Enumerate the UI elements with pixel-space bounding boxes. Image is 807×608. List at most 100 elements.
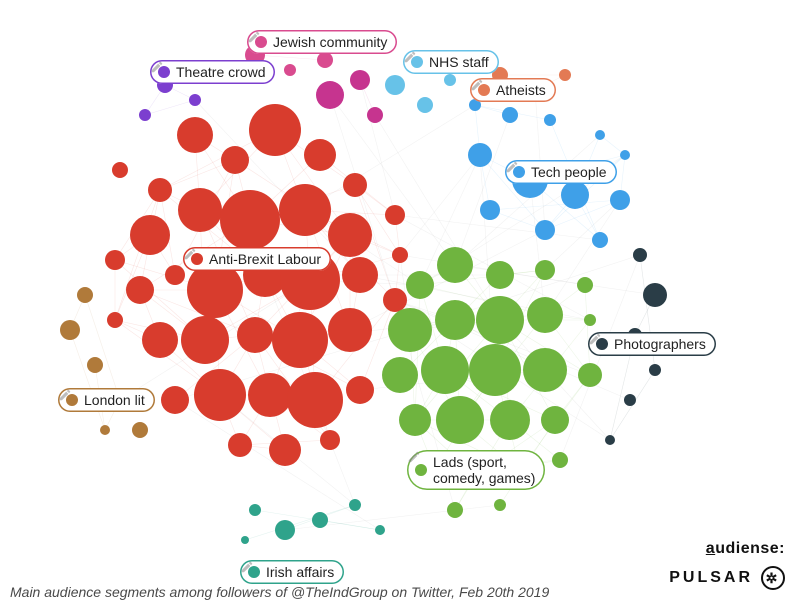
label-anti_brexit[interactable]: Anti-Brexit Labour	[183, 247, 331, 271]
node-tech	[480, 200, 500, 220]
node-anti_brexit	[287, 372, 343, 428]
node-tech	[620, 150, 630, 160]
node-anti_brexit	[178, 188, 222, 232]
node-lads	[388, 308, 432, 352]
node-lads	[494, 499, 506, 511]
node-lads	[447, 502, 463, 518]
cluster-label-text: London lit	[84, 392, 145, 408]
node-magenta	[316, 81, 344, 109]
node-anti_brexit	[237, 317, 273, 353]
node-anti_brexit	[228, 433, 252, 457]
node-lads	[535, 260, 555, 280]
node-irish	[375, 525, 385, 535]
label-atheists[interactable]: Atheists	[470, 78, 556, 102]
node-irish	[349, 499, 361, 511]
pencil-icon	[58, 388, 72, 402]
node-london_lit	[87, 357, 103, 373]
cluster-label-text: Photographers	[614, 336, 706, 352]
cluster-label-text: Tech people	[531, 164, 607, 180]
node-photographers	[633, 248, 647, 262]
label-nhs[interactable]: NHS staff	[403, 50, 499, 74]
brand-audiense-rest: udiense:	[715, 540, 785, 557]
node-anti_brexit	[107, 312, 123, 328]
label-irish[interactable]: Irish affairs	[240, 560, 344, 584]
node-lads	[469, 344, 521, 396]
pencil-icon	[407, 450, 421, 464]
node-photographers	[624, 394, 636, 406]
node-lads	[527, 297, 563, 333]
node-anti_brexit	[392, 247, 408, 263]
node-tech	[468, 143, 492, 167]
node-magenta	[350, 70, 370, 90]
cluster-label-text: NHS staff	[429, 54, 489, 70]
brand-audiense: audiense:	[706, 540, 785, 558]
caption: Main audience segments among followers o…	[10, 584, 549, 600]
node-anti_brexit	[194, 369, 246, 421]
network-diagram: Jewish community Theatre crowd NHS staff At…	[0, 0, 807, 608]
node-jewish	[284, 64, 296, 76]
node-anti_brexit	[126, 276, 154, 304]
node-photographers	[649, 364, 661, 376]
node-nhs	[417, 97, 433, 113]
node-anti_brexit	[385, 205, 405, 225]
node-theatre	[189, 94, 201, 106]
node-tech	[544, 114, 556, 126]
node-anti_brexit	[181, 316, 229, 364]
node-anti_brexit	[130, 215, 170, 255]
node-anti_brexit	[248, 373, 292, 417]
node-anti_brexit	[142, 322, 178, 358]
label-london_lit[interactable]: London lit	[58, 388, 155, 412]
node-nhs	[385, 75, 405, 95]
node-anti_brexit	[346, 376, 374, 404]
label-tech[interactable]: Tech people	[505, 160, 617, 184]
node-anti_brexit	[112, 162, 128, 178]
node-lads	[578, 363, 602, 387]
node-lads	[437, 247, 473, 283]
node-lads	[523, 348, 567, 392]
cluster-label-text: Atheists	[496, 82, 546, 98]
node-anti_brexit	[165, 265, 185, 285]
network-svg	[0, 0, 807, 608]
pencil-icon	[247, 30, 261, 44]
node-lads	[421, 346, 469, 394]
node-photographers	[643, 283, 667, 307]
node-theatre	[139, 109, 151, 121]
node-lads	[435, 300, 475, 340]
node-anti_brexit	[320, 430, 340, 450]
node-lads	[486, 261, 514, 289]
node-tech	[535, 220, 555, 240]
pulsar-glyph-icon: ✲	[761, 566, 785, 590]
label-lads[interactable]: Lads (sport,comedy, games)	[407, 450, 545, 490]
node-irish	[312, 512, 328, 528]
node-anti_brexit	[148, 178, 172, 202]
label-theatre[interactable]: Theatre crowd	[150, 60, 275, 84]
node-anti_brexit	[221, 146, 249, 174]
pencil-icon	[588, 332, 602, 346]
node-anti_brexit	[343, 173, 367, 197]
node-lads	[406, 271, 434, 299]
node-lads	[382, 357, 418, 393]
pencil-icon	[240, 560, 254, 574]
node-anti_brexit	[342, 257, 378, 293]
label-photographers[interactable]: Photographers	[588, 332, 716, 356]
node-anti_brexit	[328, 213, 372, 257]
pencil-icon	[403, 50, 417, 64]
node-anti_brexit	[177, 117, 213, 153]
node-tech	[595, 130, 605, 140]
node-lads	[436, 396, 484, 444]
node-anti_brexit	[304, 139, 336, 171]
node-tech	[592, 232, 608, 248]
node-anti_brexit	[249, 104, 301, 156]
node-anti_brexit	[161, 386, 189, 414]
node-anti_brexit	[269, 434, 301, 466]
node-anti_brexit	[279, 184, 331, 236]
node-lads	[552, 452, 568, 468]
node-tech	[502, 107, 518, 123]
node-nhs	[444, 74, 456, 86]
cluster-label-text: Lads (sport,comedy, games)	[433, 454, 535, 486]
node-london_lit	[100, 425, 110, 435]
node-tech	[610, 190, 630, 210]
label-jewish[interactable]: Jewish community	[247, 30, 397, 54]
node-jewish	[317, 52, 333, 68]
node-lads	[490, 400, 530, 440]
